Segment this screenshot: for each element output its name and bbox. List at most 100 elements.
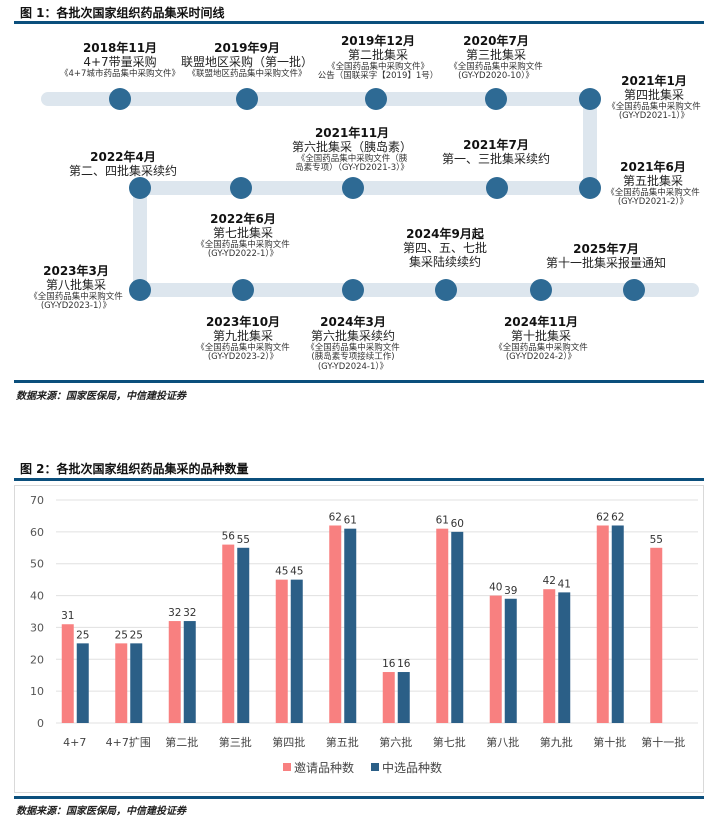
data-label: 16 xyxy=(382,658,396,670)
timeline-event: 2024年3月 第六批集采续约 《全国药品集中采购文件 (胰岛素专项接续工作) (GY-… xyxy=(306,315,400,373)
event-document: 《全国药品集中采购文件 xyxy=(449,61,543,72)
timeline-node xyxy=(435,279,457,301)
event-name: 第九批集采 xyxy=(212,328,274,343)
event-document: 《全国药品集中采购文件 xyxy=(606,187,700,198)
timeline-node xyxy=(230,177,252,199)
timeline-node xyxy=(342,279,364,301)
x-tick-label: 第九批 xyxy=(540,735,573,749)
data-label: 25 xyxy=(130,629,143,641)
bar-selected xyxy=(397,672,410,723)
timeline-node xyxy=(623,279,645,301)
event-document: 《全国药品集中采购文件》 xyxy=(326,61,430,72)
event-name: 4+7带量采购 xyxy=(83,54,157,69)
x-tick-label: 第十批 xyxy=(593,735,626,749)
bar-selected xyxy=(611,525,624,723)
event-name: 第六批集采续约 xyxy=(310,328,396,343)
y-tick-label: 40 xyxy=(30,590,44,603)
x-tick-label: 第二批 xyxy=(165,735,198,749)
event-name: 第六批集采（胰岛素） xyxy=(291,139,413,154)
event-name: 第四批集采 xyxy=(623,87,685,102)
timeline-event: 2024年11月 第十批集采 《全国药品集中采购文件 (GY-YD2024-2）》 xyxy=(494,315,588,363)
data-label: 31 xyxy=(61,610,74,622)
bar-invited xyxy=(650,547,663,723)
data-label: 55 xyxy=(650,534,663,546)
event-document: 《全国药品集中采购文件 xyxy=(306,342,400,353)
timeline-event: 2023年3月 第八批集采 《全国药品集中采购文件 (GY-YD2023-1）》 xyxy=(29,264,123,312)
data-label: 16 xyxy=(397,658,411,670)
x-tick-label: 第八批 xyxy=(486,735,519,749)
event-document: (GY-YD2021-2）》 xyxy=(617,197,689,208)
timeline-event: 2023年10月 第九批集采 《全国药品集中采购文件 (GY-YD2023-2）》 xyxy=(196,315,290,363)
event-name: 第十批集采 xyxy=(510,328,572,343)
event-date: 2022年4月 xyxy=(90,150,156,164)
event-document: 《全国药品集中采购文件 xyxy=(196,342,290,353)
event-name: 第三批集采 xyxy=(465,47,527,62)
legend-label: 邀请品种数 xyxy=(294,760,354,775)
bar-selected xyxy=(237,547,250,723)
bar-invited xyxy=(61,624,74,723)
event-document: 岛素专项）（GY-YD2021-3）》 xyxy=(295,163,409,174)
event-document: (胰岛素专项接续工作) xyxy=(311,352,395,363)
event-date: 2023年10月 xyxy=(205,315,281,329)
timeline-node xyxy=(232,279,254,301)
data-label: 40 xyxy=(489,582,502,594)
event-name: 联盟地区采购（第一批） xyxy=(180,54,314,69)
y-tick-label: 30 xyxy=(30,621,44,634)
legend-label: 中选品种数 xyxy=(382,760,442,775)
timeline-node xyxy=(486,177,508,199)
data-label: 62 xyxy=(329,511,342,523)
event-date: 2023年3月 xyxy=(43,264,109,278)
event-date: 2024年9月起 xyxy=(406,227,484,241)
bar-invited xyxy=(275,579,288,723)
bar-selected xyxy=(504,598,517,723)
event-document: (GY-YD2024-2）》 xyxy=(505,352,577,363)
bar-selected xyxy=(290,579,303,723)
bar-invited xyxy=(489,595,502,723)
event-document: 《全国药品集中采购文件（胰 xyxy=(296,153,408,164)
timeline-event: 2022年6月 第七批集采 《全国药品集中采购文件 (GY-YD2022-1）》 xyxy=(196,212,290,260)
figure-2-title: 图 2：各批次国家组织药品集采的品种数量 xyxy=(20,462,249,476)
event-name: 第二、四批集采续约 xyxy=(68,163,178,178)
event-document: (GY-YD2023-2）》 xyxy=(207,352,279,363)
timeline-node xyxy=(342,177,364,199)
bar-selected xyxy=(183,621,196,723)
data-label: 56 xyxy=(222,531,236,543)
timeline-node xyxy=(365,88,387,110)
data-label: 45 xyxy=(275,566,288,578)
data-label: 39 xyxy=(504,585,517,597)
event-document: 《全国药品集中采购文件 xyxy=(607,101,701,112)
timeline-node xyxy=(579,88,601,110)
timeline-node xyxy=(530,279,552,301)
timeline-node xyxy=(129,279,151,301)
event-document: (GY-YD2023-1）》 xyxy=(40,301,112,312)
timeline-event: 2021年11月 第六批集采（胰岛素） 《全国药品集中采购文件（胰 岛素专项）（GY-… xyxy=(291,126,413,174)
timeline-event: 2021年1月 第四批集采 《全国药品集中采购文件 (GY-YD2021-1）》 xyxy=(607,74,701,122)
x-tick-label: 4+7扩围 xyxy=(106,735,151,749)
event-name: 第四、五、七批 xyxy=(402,240,488,255)
event-name: 集采陆续续约 xyxy=(408,254,482,269)
timeline-node xyxy=(485,88,507,110)
bar-invited xyxy=(115,643,128,723)
event-date: 2019年9月 xyxy=(214,41,280,55)
data-label: 62 xyxy=(596,511,609,523)
x-tick-label: 第六批 xyxy=(379,735,412,749)
event-document: (GY-YD2022-1）》 xyxy=(207,249,279,260)
bar-invited xyxy=(436,528,449,723)
event-date: 2021年7月 xyxy=(463,138,529,152)
timeline-node xyxy=(129,177,151,199)
event-document: 《全国药品集中采购文件 xyxy=(29,291,123,302)
data-label: 25 xyxy=(115,629,128,641)
bar-invited xyxy=(329,525,342,723)
timeline-event: 2022年4月 第二、四批集采续约 xyxy=(68,150,178,179)
y-tick-label: 0 xyxy=(37,717,44,730)
data-label: 42 xyxy=(543,575,556,587)
figure-2-source: 数据来源：国家医保局，中信建投证券 xyxy=(16,806,186,817)
timeline-event: 2018年11月 4+7带量采购 《4+7城市药品集中采购文件》 xyxy=(60,41,180,79)
event-name: 第一、三批集采续约 xyxy=(441,151,551,166)
event-document: 《4+7城市药品集中采购文件》 xyxy=(60,68,180,79)
timeline-event: 2021年6月 第五批集采 《全国药品集中采购文件 (GY-YD2021-2）》 xyxy=(606,160,700,208)
bar-selected xyxy=(451,531,464,723)
divider xyxy=(14,796,704,799)
event-date: 2024年11月 xyxy=(503,315,579,329)
